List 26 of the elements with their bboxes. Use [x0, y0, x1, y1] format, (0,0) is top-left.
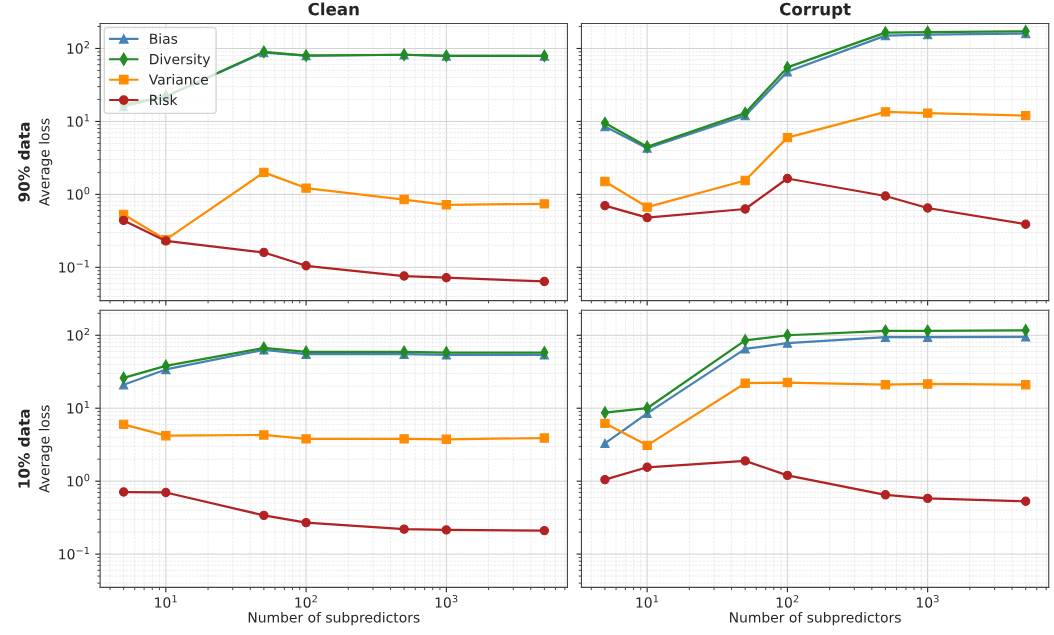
chart-title: Clean: [308, 2, 359, 16]
text: 10% data: [17, 409, 30, 488]
y-tick-label: 10$^{0}$: [67, 187, 90, 200]
text: 90% data: [17, 122, 30, 202]
y-tick-label: 10$^{−1}$: [59, 546, 90, 560]
x-tick-label: 10$^{3}$: [435, 595, 458, 608]
y-tick-label: 10$^{0}$: [67, 473, 90, 487]
x-axis-title: Number of subpredictors: [248, 611, 420, 626]
x-tick-label: 10$^{2}$: [776, 595, 799, 608]
legend-label: Bias: [150, 33, 178, 44]
y-tick-label: 10$^{2}$: [67, 41, 89, 54]
y-tick-label: 10$^{1}$: [67, 114, 90, 127]
x-tick-label: 10$^{2}$: [295, 595, 317, 608]
x-tick-label: 10$^{1}$: [155, 595, 177, 608]
y-tick-label: 10$^{−1}$: [59, 260, 90, 273]
x-tick-label: 10$^{3}$: [916, 595, 939, 608]
legend-label: Variance: [148, 73, 208, 85]
legend-label: Diversity: [150, 53, 211, 68]
legend-label: Risk: [150, 94, 178, 106]
x-axis-title: Number of subpredictors: [730, 611, 901, 626]
y-axis-title: Average loss: [38, 405, 53, 493]
x-tick-label: 10$^{1}$: [636, 595, 659, 608]
chart-title: Corrupt: [779, 2, 851, 19]
y-tick-label: 10$^{1}$: [67, 400, 90, 414]
y-tick-label: 10$^{2}$: [67, 327, 89, 341]
y-axis-title: Average loss: [38, 118, 53, 207]
